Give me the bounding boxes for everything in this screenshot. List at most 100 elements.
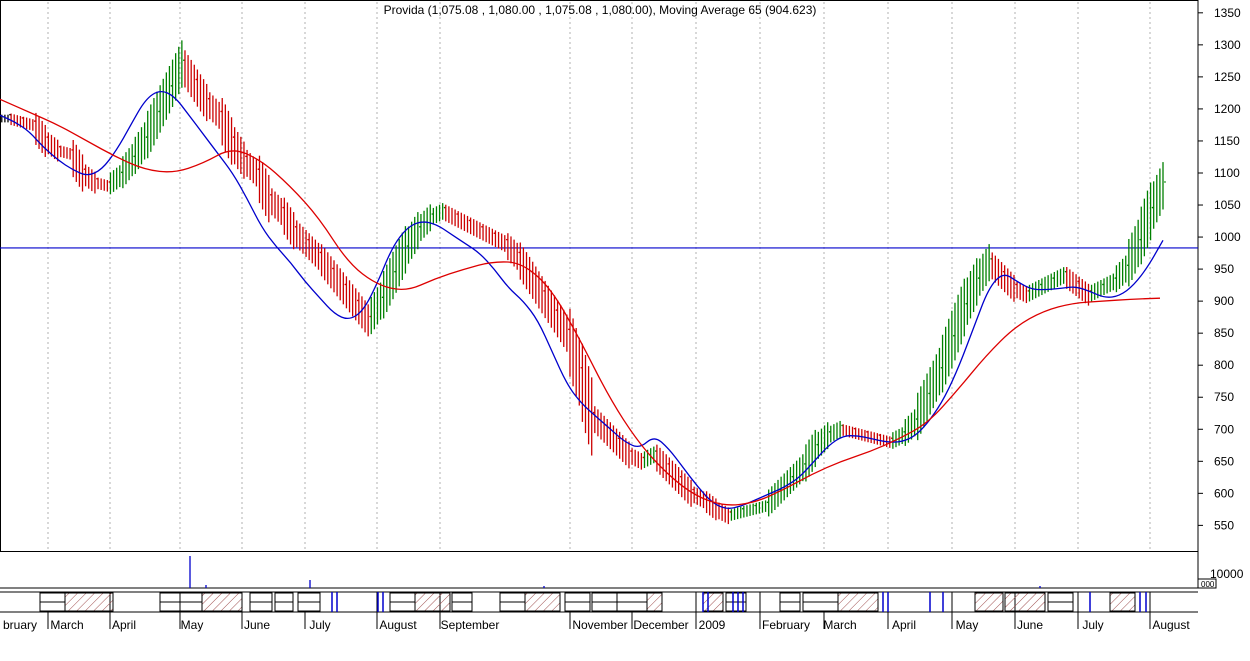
price-dot [617,437,620,440]
price-dot [257,168,260,170]
price-dot [34,120,36,122]
price-dot [841,424,843,427]
price-dot [195,78,198,81]
price-dot [96,177,98,180]
timeline-block [702,592,724,612]
price-dot [953,334,955,337]
y-tick-label: 1200 [1214,102,1241,116]
price-dot [332,267,334,270]
x-tick-label: July [309,618,330,632]
price-dot [1052,277,1055,279]
y-tick-label: 750 [1214,390,1234,404]
price-dot [1126,264,1129,267]
price-dot [232,136,235,138]
timeline-block [64,592,114,612]
price-dot [456,213,458,215]
price-dot [741,507,744,510]
volume-tick-label: 10000 [1210,567,1244,581]
volume-scale-box [1197,578,1217,589]
y-tick-label: 650 [1214,454,1234,468]
price-dot [431,213,434,215]
price-dot [568,328,570,331]
price-dot [108,181,111,183]
x-tick-label: June [244,618,270,632]
y-tick-label: 1150 [1214,134,1240,148]
y-tick-label: 600 [1214,486,1234,500]
price-dot [381,296,384,299]
price-dot [58,145,61,148]
timeline-block [1004,592,1046,612]
price-dot [493,232,496,235]
price-dot [294,226,297,228]
price-dot [642,456,645,459]
price-dot [1064,270,1067,273]
price-dot [543,290,545,292]
x-tick-label: July [1082,618,1103,632]
price-dot [655,450,657,452]
y-tick-label: 1300 [1214,38,1241,52]
price-dot [319,251,322,254]
timeline-block [524,592,561,612]
price-dot [344,283,347,286]
moving-average-65-line [0,98,1161,506]
x-tick-label: September [441,618,500,632]
y-tick-label: 900 [1214,294,1234,308]
price-dot [555,309,558,311]
price-dot [481,226,483,228]
timeline-block [974,592,1004,612]
price-dot [1040,283,1042,286]
price-dot [630,450,632,452]
y-tick-label: 1000 [1214,230,1241,244]
price-dot [183,59,185,62]
price-dot [915,418,918,420]
chart-title: Provida (1,075.08 , 1,080.00 , 1,075.08 … [384,3,817,17]
price-dot [145,136,148,138]
price-dot [71,149,73,151]
price-dot [990,258,992,260]
volume-tick-label: 000 [1201,580,1215,589]
price-dot [245,155,247,158]
price-dot [1027,290,1030,292]
price-dot [928,392,930,395]
price-dot [1102,283,1104,286]
price-dot [419,226,421,228]
short-moving-average-line [0,90,1164,509]
price-dot [766,501,769,504]
price-dot [1151,206,1154,209]
price-dot [394,270,396,273]
price-dot [505,238,508,241]
y-tick-label: 1100 [1214,166,1240,180]
price-dot [369,315,371,318]
price-dot [1002,270,1005,273]
price-dot [667,463,670,465]
x-tick-label: April [112,618,136,632]
y-tick-label: 950 [1214,262,1234,276]
price-dot [754,504,756,507]
price-dot [878,434,881,436]
x-tick-label: March [50,618,83,632]
x-tick-label: March [823,618,856,632]
x-tick-label: December [633,618,688,632]
plot-frame [0,0,1199,552]
price-dot [791,475,794,478]
timeline-block [414,592,451,612]
timeline-block [1109,592,1136,612]
price-dot [158,110,160,113]
price-dot [1139,238,1141,241]
price-dot [443,206,446,209]
price-dot [468,219,471,222]
price-dot [282,206,285,209]
price-dot [804,463,806,465]
price-dot [692,488,694,491]
price-dot [890,437,893,440]
price-dot [270,193,272,196]
price-dot [679,475,682,478]
y-tick-label: 550 [1214,518,1234,532]
timeline-block [837,592,879,612]
price-dot [592,411,595,414]
y-tick-label: 700 [1214,422,1234,436]
price-dot [1164,181,1166,183]
price-dot [170,85,173,87]
price-dot [903,431,905,433]
